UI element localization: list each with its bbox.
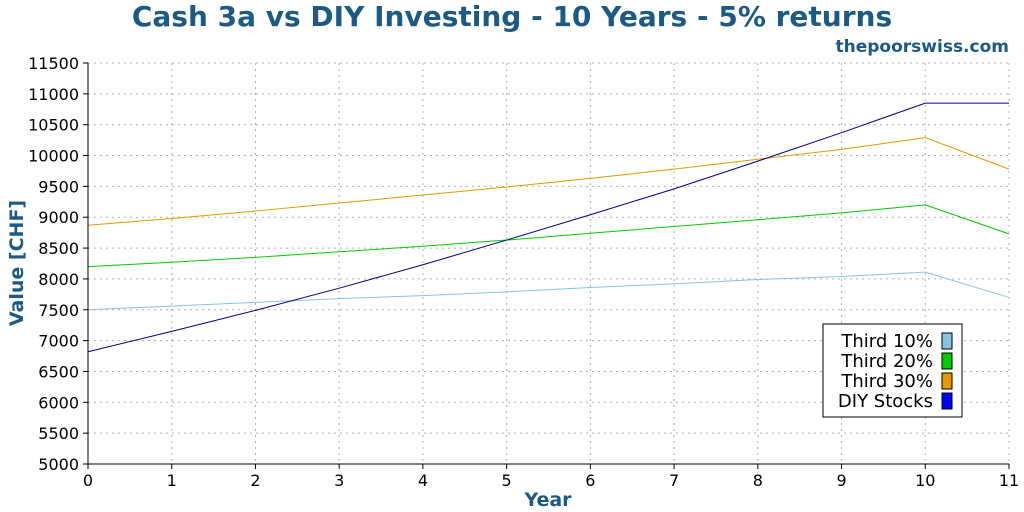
y-tick-label: 8500 <box>38 239 79 258</box>
chart-subtitle: thepoorswiss.com <box>836 37 1010 57</box>
legend-label-third-20: Third 20% <box>840 351 933 372</box>
y-tick-label: 7000 <box>38 332 79 351</box>
legend-swatch-third-10 <box>941 332 953 350</box>
grid <box>88 62 1010 464</box>
legend-label-diy-stocks: DIY Stocks <box>838 391 933 412</box>
y-tick-label: 5000 <box>38 455 79 474</box>
y-tick-label: 8000 <box>38 270 79 289</box>
y-axis-title: Value [CHF] <box>6 200 28 326</box>
x-tick-label: 2 <box>250 471 260 490</box>
x-tick-label: 7 <box>669 471 679 490</box>
axes <box>83 62 1010 469</box>
x-tick-label: 9 <box>836 471 846 490</box>
y-tick-label: 11000 <box>28 85 79 104</box>
legend-swatch-third-20 <box>941 352 953 370</box>
x-tick-label: 11 <box>999 471 1019 490</box>
x-tick-label: 10 <box>915 471 935 490</box>
y-tick-label: 5500 <box>38 424 79 443</box>
y-tick-label: 9500 <box>38 177 79 196</box>
legend-label-third-10: Third 10% <box>840 331 933 352</box>
legend: Third 10%Third 20%Third 30%DIY Stocks <box>822 323 963 418</box>
y-tick-label: 6500 <box>38 362 79 381</box>
y-tick-label: 11500 <box>28 54 79 73</box>
legend-box <box>822 323 963 418</box>
legend-label-third-30: Third 30% <box>840 371 933 392</box>
x-tick-label: 8 <box>753 471 763 490</box>
legend-swatch-third-30 <box>941 372 953 390</box>
y-tick-label: 7500 <box>38 301 79 320</box>
series-lines <box>87 102 1010 353</box>
x-tick-label: 0 <box>83 471 93 490</box>
x-tick-label: 4 <box>418 471 428 490</box>
y-tick-label: 10500 <box>28 116 79 135</box>
chart-title: Cash 3a vs DIY Investing - 10 Years - 5%… <box>132 0 892 33</box>
series-line-third-10 <box>87 271 1010 311</box>
y-tick-label: 9000 <box>38 208 79 227</box>
x-tick-label: 3 <box>334 471 344 490</box>
series-line-diy-stocks <box>87 102 1009 353</box>
y-tick-label: 6000 <box>38 393 79 412</box>
x-tick-label: 1 <box>167 471 177 490</box>
x-axis-title: Year <box>523 489 572 511</box>
series-line-third-30 <box>87 137 1010 226</box>
x-tick-label: 5 <box>502 471 512 490</box>
series-line-third-20 <box>87 204 1010 268</box>
tick-labels: 5000 5500 6000 6500 7000 7500 8000 8500 9000 9500… <box>28 54 1019 490</box>
x-tick-label: 6 <box>585 471 595 490</box>
y-tick-label: 10000 <box>28 147 79 166</box>
legend-swatch-diy-stocks <box>941 392 953 410</box>
